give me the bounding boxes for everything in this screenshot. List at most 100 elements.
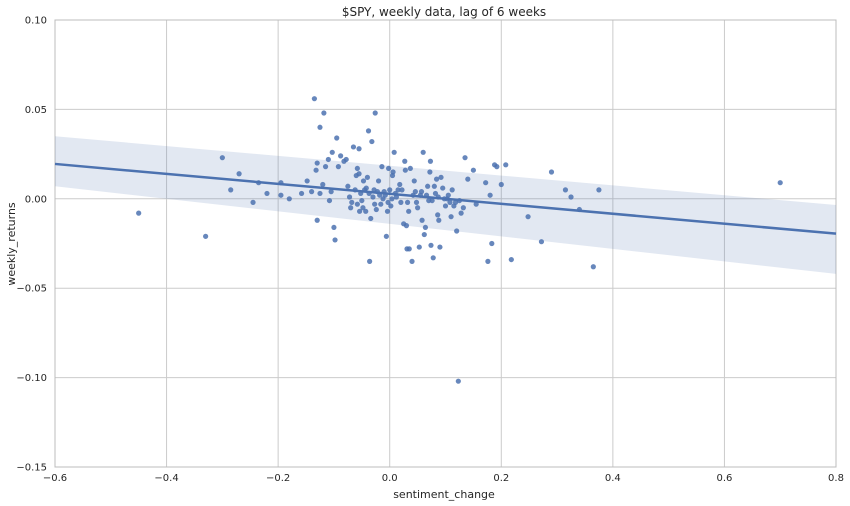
x-tick-label: 0.4 (605, 473, 621, 484)
x-tick-label: −0.2 (266, 473, 290, 484)
data-point (590, 264, 596, 270)
data-point (378, 201, 384, 207)
data-point (403, 223, 410, 229)
data-point (236, 171, 242, 177)
data-point (427, 169, 433, 175)
data-point (360, 178, 367, 184)
data-point (421, 231, 427, 238)
data-point (372, 110, 378, 116)
data-point (321, 110, 327, 116)
data-point (442, 203, 449, 209)
data-point (449, 187, 455, 193)
data-point (404, 199, 411, 205)
data-point (447, 199, 453, 205)
data-point (368, 215, 374, 222)
data-point (286, 196, 292, 202)
y-tick-label: −0.15 (16, 463, 47, 474)
data-point (356, 171, 362, 177)
data-point (462, 155, 468, 161)
y-tick-label: 0.00 (25, 194, 47, 205)
data-point (489, 240, 495, 247)
data-point (498, 181, 504, 188)
data-point (411, 178, 417, 184)
data-point (385, 199, 391, 205)
data-point (440, 185, 446, 191)
data-point (452, 199, 459, 205)
data-point (458, 210, 464, 216)
data-point (329, 149, 335, 155)
data-point (494, 164, 500, 170)
data-point (250, 199, 256, 205)
data-point (432, 190, 439, 197)
data-point (365, 128, 372, 134)
data-point (370, 194, 376, 200)
data-point (503, 162, 509, 168)
data-point (427, 158, 434, 164)
data-point (399, 187, 405, 193)
data-point (311, 96, 318, 102)
regression-line (54, 162, 837, 235)
data-point (343, 156, 349, 163)
data-point (326, 197, 333, 204)
data-point (407, 165, 413, 172)
data-point (313, 167, 319, 173)
data-point (356, 146, 362, 152)
data-point (436, 217, 442, 223)
x-tick-label: −0.6 (43, 473, 67, 484)
x-tick-label: 0.2 (493, 473, 509, 484)
data-point (406, 208, 412, 214)
chart-title: $SPY, weekly data, lag of 6 weeks (342, 5, 546, 19)
data-point (372, 201, 378, 207)
data-point (322, 164, 329, 170)
data-point (349, 199, 355, 205)
data-point (304, 178, 310, 184)
data-point (325, 156, 331, 163)
data-point (367, 258, 373, 264)
data-point (264, 190, 270, 197)
data-point (483, 180, 489, 186)
data-point (332, 237, 338, 243)
data-point (398, 199, 404, 205)
data-point (487, 192, 493, 198)
data-point (470, 167, 476, 173)
data-point (454, 228, 460, 234)
data-point (388, 203, 394, 209)
x-tick-label: 0.6 (716, 473, 732, 484)
data-point (402, 158, 408, 164)
data-point (562, 187, 569, 193)
data-point (395, 187, 401, 193)
data-point (334, 135, 340, 141)
data-point (363, 208, 369, 214)
plot-frame (54, 19, 837, 468)
data-point (416, 244, 422, 250)
data-point (418, 189, 425, 195)
data-point (415, 205, 421, 211)
data-point (278, 192, 284, 198)
x-tick-label: 0.8 (828, 473, 844, 484)
x-axis-label: sentiment_change (393, 488, 495, 501)
y-tick-label: −0.05 (16, 284, 47, 295)
data-point (508, 256, 514, 263)
data-point (433, 176, 440, 182)
data-point (548, 169, 555, 175)
data-point (375, 178, 382, 184)
data-point (460, 205, 466, 211)
y-tick-label: −0.10 (16, 373, 47, 384)
data-point (391, 149, 397, 155)
data-point (412, 189, 418, 195)
data-point (348, 205, 354, 211)
data-point (431, 183, 437, 189)
data-point (402, 167, 408, 173)
data-point (385, 165, 392, 172)
data-point (317, 190, 323, 197)
data-point (596, 187, 602, 193)
data-point (360, 205, 366, 211)
data-point (314, 217, 320, 223)
data-point (387, 187, 393, 193)
data-point (425, 183, 431, 189)
x-tick-labels: −0.6 −0.4 −0.2 0.0 0.2 0.4 0.6 0.8 (43, 473, 844, 484)
data-point (525, 214, 531, 220)
data-point (350, 144, 357, 150)
y-tick-label: 0.10 (25, 16, 47, 27)
